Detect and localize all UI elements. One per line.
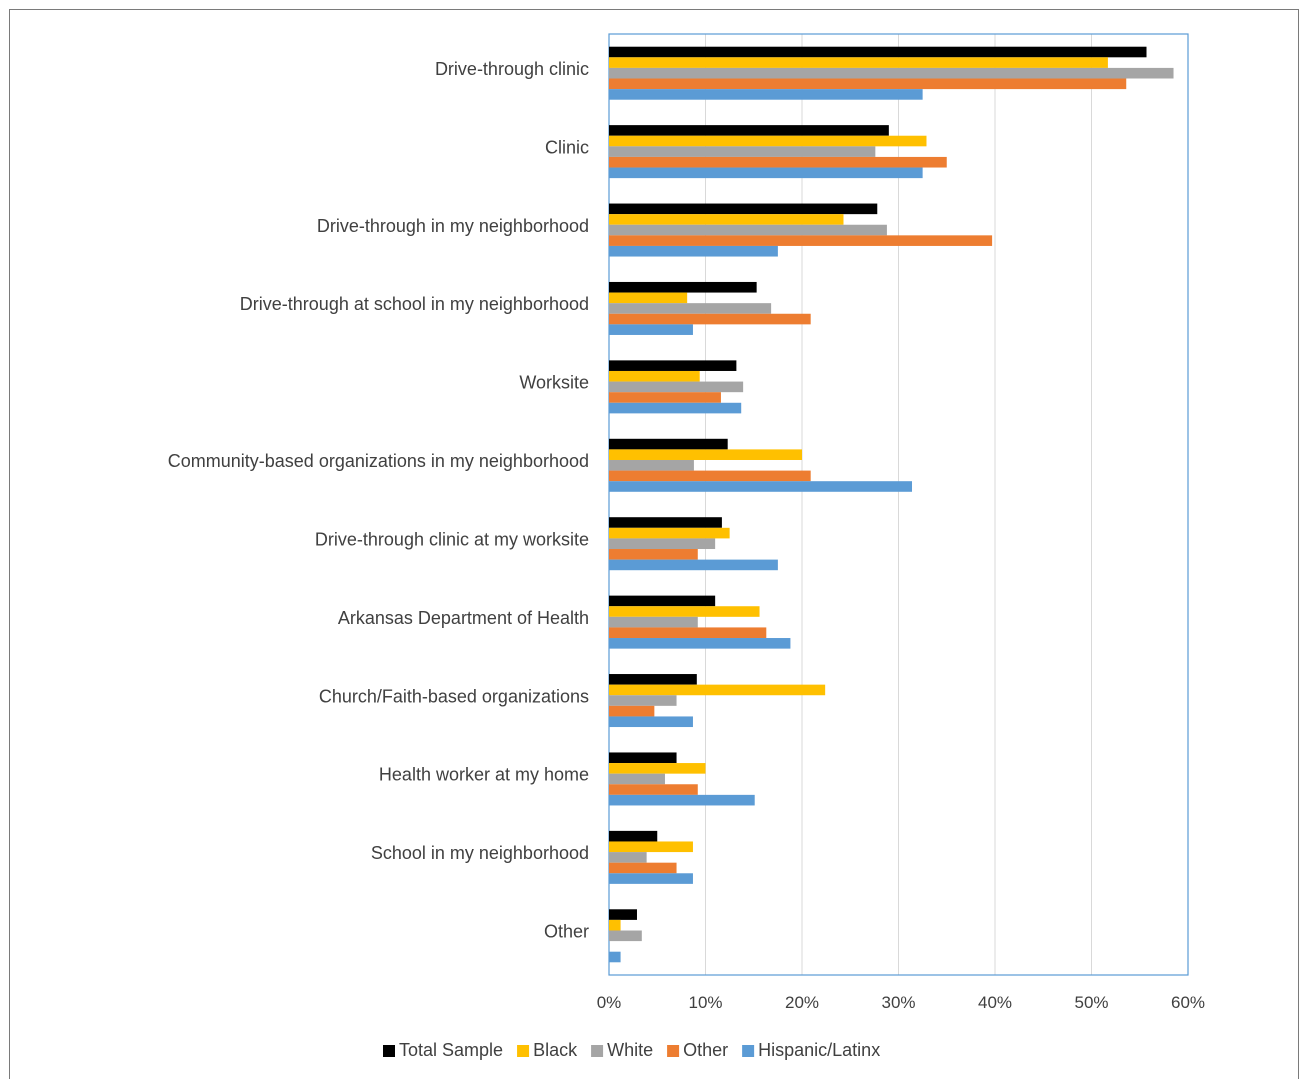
- bar: [609, 517, 722, 528]
- category-label: Health worker at my home: [379, 765, 589, 785]
- category-label: Other: [544, 922, 589, 942]
- bar: [609, 324, 693, 335]
- bar: [609, 470, 811, 482]
- bar: [609, 684, 826, 696]
- bar: [609, 841, 693, 853]
- bar: [609, 919, 621, 931]
- bar: [609, 156, 947, 168]
- bar: [609, 449, 802, 460]
- category-label: Drive-through in my neighborhood: [317, 216, 589, 236]
- bar: [609, 559, 778, 571]
- bar: [609, 527, 730, 539]
- bar: [609, 674, 697, 685]
- legend-swatch: [517, 1045, 530, 1057]
- bar: [609, 203, 878, 215]
- category-label: Church/Faith-based organizations: [319, 686, 589, 706]
- category-label: Clinic: [545, 137, 589, 157]
- bar: [609, 606, 760, 617]
- legend-swatch: [667, 1045, 680, 1057]
- legend-label: Other: [683, 1040, 728, 1060]
- bar: [609, 538, 716, 550]
- plot-area: [608, 33, 1189, 976]
- bar: [609, 281, 757, 293]
- category-label: Drive-through clinic: [435, 59, 589, 79]
- category-label: Arkansas Department of Health: [338, 608, 589, 628]
- x-tick-label: 10%: [688, 993, 722, 1012]
- legend-swatch: [591, 1045, 604, 1057]
- bar: [609, 852, 647, 863]
- bar: [609, 67, 1174, 79]
- legend-label: White: [607, 1040, 653, 1060]
- bar: [609, 245, 778, 257]
- bar: [609, 303, 772, 314]
- bar: [609, 763, 706, 774]
- category-label: Worksite: [519, 373, 589, 393]
- bar: [609, 224, 887, 236]
- bar: [609, 951, 621, 963]
- bar: [609, 909, 637, 920]
- bar: [609, 135, 927, 147]
- bar: [609, 873, 693, 884]
- bar: [609, 595, 716, 607]
- bar: [609, 402, 742, 414]
- bar: [609, 57, 1108, 68]
- bar: [609, 235, 993, 246]
- bar: [609, 862, 677, 874]
- bar: [609, 392, 721, 403]
- bar: [609, 78, 1127, 90]
- bar: [609, 752, 677, 764]
- category-label: Drive-through clinic at my worksite: [315, 529, 589, 549]
- category-label: Community-based organizations in my neig…: [168, 451, 589, 471]
- chart-frame: [9, 9, 1299, 1079]
- bar: [609, 214, 844, 225]
- bar: [609, 167, 923, 179]
- legend-label: Hispanic/Latinx: [758, 1040, 880, 1060]
- bar: [609, 481, 913, 492]
- bar: [609, 292, 688, 304]
- bar: [609, 695, 677, 706]
- x-tick-label: 30%: [881, 993, 915, 1012]
- bar: [609, 125, 889, 136]
- bar: [609, 381, 744, 393]
- bar: [609, 146, 876, 157]
- bar: [609, 313, 811, 325]
- x-tick-label: 60%: [1171, 993, 1205, 1012]
- x-tick-label: 40%: [978, 993, 1012, 1012]
- bar: [609, 370, 700, 382]
- bar: [609, 89, 923, 100]
- x-tick-label: 50%: [1074, 993, 1108, 1012]
- bar: [609, 784, 698, 795]
- bar: [609, 794, 755, 806]
- bar: [609, 438, 728, 450]
- bar: [609, 549, 698, 560]
- bar: [609, 930, 642, 942]
- bar: [609, 773, 665, 785]
- bar: [609, 830, 658, 842]
- x-tick-label: 0%: [597, 993, 622, 1012]
- bar: [609, 627, 767, 639]
- legend-label: Total Sample: [399, 1040, 503, 1060]
- bar: [609, 360, 737, 371]
- category-label: School in my neighborhood: [371, 843, 589, 863]
- bar: [609, 46, 1147, 58]
- bar: [609, 716, 693, 728]
- legend-swatch: [742, 1045, 755, 1057]
- category-label: Drive-through at school in my neighborho…: [240, 294, 589, 314]
- bar: [609, 616, 698, 628]
- legend-swatch: [383, 1045, 395, 1057]
- bar: [609, 705, 655, 717]
- legend-label: Black: [533, 1040, 578, 1060]
- bar: [609, 459, 694, 471]
- bar: [609, 638, 791, 649]
- x-tick-label: 20%: [785, 993, 819, 1012]
